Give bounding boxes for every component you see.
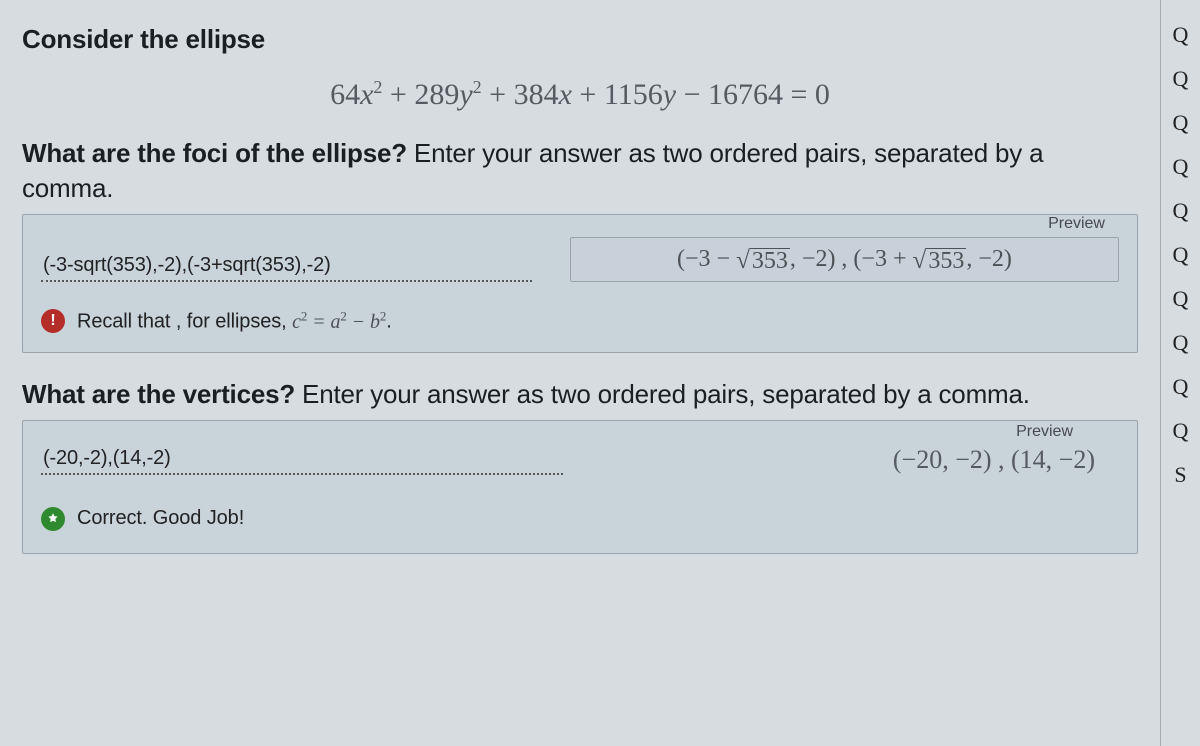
question-nav-sidebar: Q Q Q Q Q Q Q Q Q Q S [1160, 0, 1200, 746]
vertices-feedback: Correct. Good Job! [41, 507, 1119, 531]
nav-item-q[interactable]: Q [1173, 66, 1189, 92]
vertices-feedback-text: Correct. Good Job! [77, 507, 244, 530]
preview-label: Preview [1042, 215, 1111, 233]
nav-item-q[interactable]: Q [1173, 110, 1189, 136]
foci-input[interactable] [41, 250, 532, 282]
nav-item-q[interactable]: Q [1173, 154, 1189, 180]
problem-intro: Consider the ellipse [22, 24, 1138, 55]
main-content: Consider the ellipse 64x2 + 289y2 + 384x… [0, 0, 1160, 746]
vertices-input[interactable] [41, 443, 563, 475]
nav-item-q[interactable]: Q [1173, 198, 1189, 224]
vertices-preview-math: (−20, −2) , (14, −2) [601, 445, 1119, 475]
foci-preview-cell: Preview (−3 − √353, −2) , (−3 + √353, −2… [570, 237, 1119, 282]
nav-item-q[interactable]: Q [1173, 286, 1189, 312]
nav-item-q[interactable]: Q [1173, 330, 1189, 356]
vertices-preview-cell: Preview (−20, −2) , (14, −2) [601, 445, 1119, 475]
nav-item-q[interactable]: Q [1173, 242, 1189, 268]
error-icon: ! [41, 309, 65, 333]
foci-answer-card: Preview (−3 − √353, −2) , (−3 + √353, −2… [22, 214, 1138, 353]
foci-preview-math: (−3 − √353, −2) , (−3 + √353, −2) [570, 237, 1119, 282]
correct-icon [41, 507, 65, 531]
preview-label: Preview [1010, 423, 1079, 441]
nav-item-s[interactable]: S [1174, 462, 1186, 488]
ellipse-equation: 64x2 + 289y2 + 384x + 1156y − 16764 = 0 [22, 65, 1138, 136]
nav-item-q[interactable]: Q [1173, 374, 1189, 400]
foci-question: What are the foci of the ellipse? Enter … [22, 136, 1138, 206]
nav-item-q[interactable]: Q [1173, 22, 1189, 48]
foci-feedback: ! Recall that , for ellipses, c2 = a2 − … [41, 308, 1119, 334]
nav-item-q[interactable]: Q [1173, 418, 1189, 444]
foci-feedback-text: Recall that , for ellipses, c2 = a2 − b2… [77, 308, 392, 334]
vertices-question: What are the vertices? Enter your answer… [22, 377, 1138, 412]
vertices-answer-card: Preview (−20, −2) , (14, −2) Correct. Go… [22, 420, 1138, 554]
